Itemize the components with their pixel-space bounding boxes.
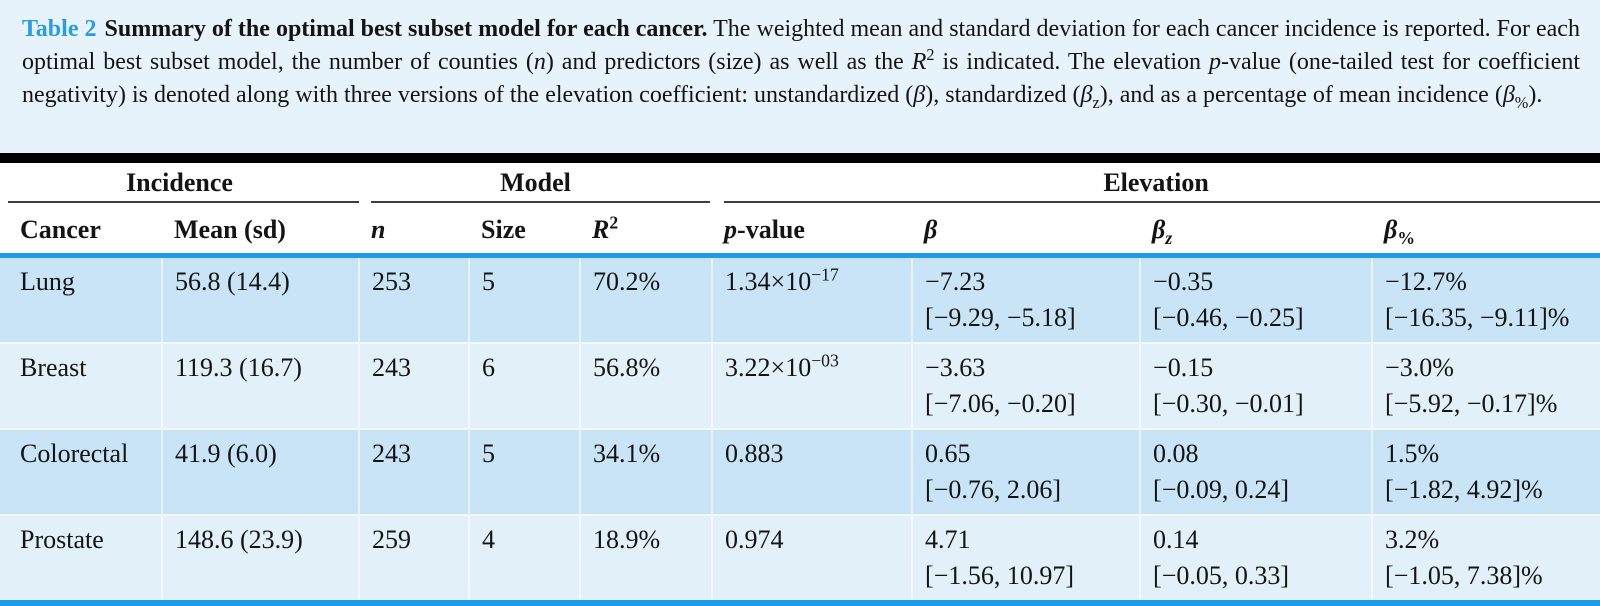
cell-size: 6: [468, 342, 581, 429]
group-header-model: Model: [359, 163, 713, 203]
cell-r2: 34.1%: [579, 428, 713, 515]
cell-mean-sd: 41.9 (6.0): [160, 428, 360, 515]
col-header-n: n: [359, 203, 470, 253]
table-top-rule: [0, 153, 1600, 163]
cell-size: 5: [468, 428, 581, 515]
cell-p-value: 0.883: [711, 428, 913, 515]
cell-mean-sd: 56.8 (14.4): [160, 258, 360, 343]
table-row-prostate: Prostate 148.6 (23.9) 259 4 18.9% 0.974 …: [0, 514, 1600, 600]
col-header-mean-sd: Mean (sd): [162, 203, 360, 253]
col-header-r2: R2: [580, 203, 713, 253]
cell-mean-sd: 119.3 (16.7): [160, 342, 360, 429]
column-header-row: Cancer Mean (sd) n Size R2 p-value β βz …: [0, 203, 1600, 253]
cell-n: 259: [358, 514, 470, 600]
cell-beta-z: 0.08 [−0.09, 0.24]: [1139, 428, 1373, 515]
group-header-row: Incidence Model Elevation: [0, 163, 1600, 203]
cell-cancer: Breast: [0, 342, 162, 429]
table-number-label: Table 2: [22, 16, 97, 42]
cell-beta-z: 0.14 [−0.05, 0.33]: [1139, 514, 1373, 600]
cell-beta-pct: −12.7% [−16.35, −9.11]%: [1371, 258, 1600, 343]
col-header-size: Size: [469, 203, 581, 253]
table-row-breast: Breast 119.3 (16.7) 243 6 56.8% 3.22×10−…: [0, 342, 1600, 429]
cell-cancer: Prostate: [0, 514, 162, 600]
cell-cancer: Colorectal: [0, 428, 162, 515]
cell-cancer: Lung: [0, 258, 162, 343]
cell-r2: 18.9%: [579, 514, 713, 600]
group-header-elevation: Elevation: [712, 163, 1600, 203]
cell-beta: −3.63 [−7.06, −0.20]: [911, 342, 1141, 429]
cell-mean-sd: 148.6 (23.9): [160, 514, 360, 600]
cell-p-value: 3.22×10−03: [711, 342, 913, 429]
cell-beta-z: −0.35 [−0.46, −0.25]: [1139, 258, 1373, 343]
cell-size: 5: [468, 258, 581, 343]
col-header-beta-pct: β%: [1372, 203, 1600, 253]
cell-size: 4: [468, 514, 581, 600]
cell-p-value: 0.974: [711, 514, 913, 600]
cell-p-value: 1.34×10−17: [711, 258, 913, 343]
cell-beta-pct: −3.0% [−5.92, −0.17]%: [1371, 342, 1600, 429]
cell-beta-pct: 3.2% [−1.05, 7.38]%: [1371, 514, 1600, 600]
caption-body: The weighted mean and standard deviation…: [22, 16, 1580, 75]
header-blue-rule: [0, 253, 1600, 258]
cell-n: 243: [358, 342, 470, 429]
group-header-incidence: Incidence: [0, 163, 360, 203]
table-row-lung: Lung 56.8 (14.4) 253 5 70.2% 1.34×10−17 …: [0, 258, 1600, 343]
table-row-colorectal: Colorectal 41.9 (6.0) 243 5 34.1% 0.883 …: [0, 428, 1600, 515]
table-caption: Table 2 Summary of the optimal best subse…: [0, 0, 1600, 153]
cell-n: 253: [358, 258, 470, 343]
cell-beta: 0.65 [−0.76, 2.06]: [911, 428, 1141, 515]
cell-beta: 4.71 [−1.56, 10.97]: [911, 514, 1141, 600]
table-bottom-rule: [0, 600, 1600, 606]
cell-r2: 56.8%: [579, 342, 713, 429]
summary-table: Incidence Model Elevation Cancer Mean (s…: [0, 163, 1600, 606]
cell-beta: −7.23 [−9.29, −5.18]: [911, 258, 1141, 343]
cell-beta-z: −0.15 [−0.30, −0.01]: [1139, 342, 1373, 429]
cell-n: 243: [358, 428, 470, 515]
cell-r2: 70.2%: [579, 258, 713, 343]
col-header-p-value: p-value: [712, 203, 913, 253]
cell-beta-pct: 1.5% [−1.82, 4.92]%: [1371, 428, 1600, 515]
caption-lead: Summary of the optimal best subset model…: [104, 16, 708, 42]
col-header-cancer: Cancer: [0, 203, 162, 253]
col-header-beta: β: [912, 203, 1141, 253]
col-header-beta-z: βz: [1140, 203, 1373, 253]
